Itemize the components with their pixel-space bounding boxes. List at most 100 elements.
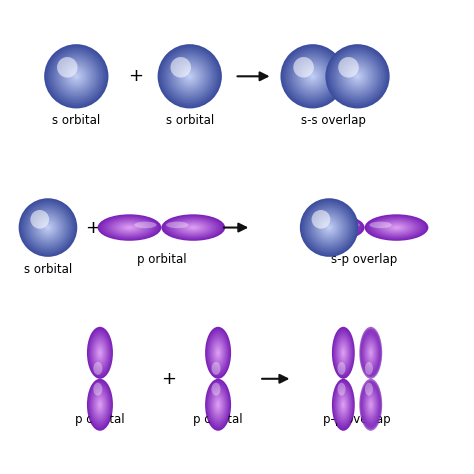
- Circle shape: [57, 57, 78, 78]
- Ellipse shape: [308, 217, 358, 238]
- Ellipse shape: [99, 351, 101, 355]
- Ellipse shape: [212, 342, 224, 364]
- Circle shape: [179, 65, 201, 87]
- Ellipse shape: [372, 217, 421, 238]
- Ellipse shape: [91, 386, 109, 423]
- Circle shape: [343, 62, 372, 91]
- Ellipse shape: [332, 379, 355, 431]
- Ellipse shape: [367, 215, 426, 240]
- Ellipse shape: [123, 225, 137, 230]
- Circle shape: [46, 226, 50, 229]
- Circle shape: [46, 46, 107, 107]
- Ellipse shape: [362, 384, 380, 425]
- Ellipse shape: [96, 397, 104, 412]
- Circle shape: [30, 210, 49, 229]
- Ellipse shape: [369, 349, 373, 356]
- Ellipse shape: [343, 351, 344, 355]
- Ellipse shape: [210, 336, 227, 370]
- Circle shape: [341, 60, 374, 92]
- Circle shape: [40, 219, 56, 236]
- Ellipse shape: [338, 393, 348, 416]
- Ellipse shape: [210, 388, 227, 421]
- Ellipse shape: [92, 338, 108, 368]
- Circle shape: [182, 69, 197, 83]
- Circle shape: [282, 46, 343, 107]
- Ellipse shape: [210, 390, 226, 419]
- Ellipse shape: [102, 216, 157, 239]
- Ellipse shape: [120, 224, 138, 231]
- Ellipse shape: [390, 225, 403, 230]
- Ellipse shape: [301, 214, 365, 241]
- Circle shape: [307, 71, 318, 82]
- Circle shape: [295, 58, 330, 94]
- Circle shape: [171, 57, 191, 78]
- Circle shape: [340, 58, 375, 94]
- Text: s-s overlap: s-s overlap: [301, 114, 366, 127]
- Circle shape: [28, 208, 67, 247]
- Ellipse shape: [211, 362, 220, 375]
- Ellipse shape: [95, 344, 105, 362]
- Ellipse shape: [364, 338, 377, 368]
- Circle shape: [27, 206, 69, 249]
- Circle shape: [293, 57, 314, 78]
- Circle shape: [305, 203, 354, 252]
- Ellipse shape: [305, 216, 360, 239]
- Ellipse shape: [211, 383, 220, 396]
- Ellipse shape: [217, 351, 219, 355]
- Circle shape: [168, 55, 211, 98]
- Ellipse shape: [90, 332, 110, 373]
- Circle shape: [298, 62, 327, 91]
- Ellipse shape: [164, 215, 223, 240]
- Ellipse shape: [216, 349, 220, 356]
- Ellipse shape: [336, 336, 351, 370]
- Circle shape: [300, 198, 358, 257]
- Ellipse shape: [370, 403, 372, 407]
- Circle shape: [328, 226, 331, 229]
- Ellipse shape: [114, 221, 146, 234]
- Ellipse shape: [392, 226, 401, 229]
- Ellipse shape: [319, 222, 346, 233]
- Circle shape: [73, 73, 80, 80]
- Circle shape: [33, 213, 63, 242]
- Ellipse shape: [177, 221, 209, 234]
- Ellipse shape: [369, 401, 373, 409]
- Circle shape: [62, 62, 91, 91]
- Circle shape: [177, 64, 202, 89]
- Ellipse shape: [337, 392, 349, 418]
- Circle shape: [354, 73, 361, 80]
- Ellipse shape: [215, 347, 221, 358]
- Circle shape: [334, 53, 381, 100]
- Circle shape: [74, 74, 78, 78]
- Circle shape: [173, 60, 206, 92]
- Circle shape: [181, 67, 199, 85]
- Ellipse shape: [88, 381, 112, 429]
- Circle shape: [186, 73, 193, 80]
- Ellipse shape: [94, 393, 106, 416]
- Ellipse shape: [364, 336, 378, 370]
- Text: +: +: [161, 370, 176, 388]
- Circle shape: [36, 216, 59, 239]
- Ellipse shape: [109, 219, 150, 236]
- Circle shape: [20, 200, 76, 255]
- Circle shape: [327, 46, 388, 107]
- Circle shape: [345, 64, 370, 89]
- Ellipse shape: [99, 403, 101, 407]
- Ellipse shape: [208, 332, 228, 373]
- Ellipse shape: [367, 397, 374, 412]
- Circle shape: [306, 205, 352, 250]
- Ellipse shape: [166, 221, 189, 228]
- Ellipse shape: [161, 214, 225, 241]
- Ellipse shape: [93, 383, 102, 396]
- Ellipse shape: [211, 392, 225, 418]
- Ellipse shape: [359, 379, 382, 431]
- Ellipse shape: [116, 222, 143, 233]
- Ellipse shape: [210, 338, 226, 368]
- Text: s orbital: s orbital: [24, 263, 72, 275]
- Ellipse shape: [303, 215, 362, 240]
- Text: p orbital: p orbital: [193, 413, 243, 426]
- Ellipse shape: [360, 381, 382, 429]
- Ellipse shape: [91, 388, 108, 421]
- Ellipse shape: [217, 403, 219, 407]
- Ellipse shape: [337, 390, 350, 419]
- Circle shape: [350, 69, 365, 83]
